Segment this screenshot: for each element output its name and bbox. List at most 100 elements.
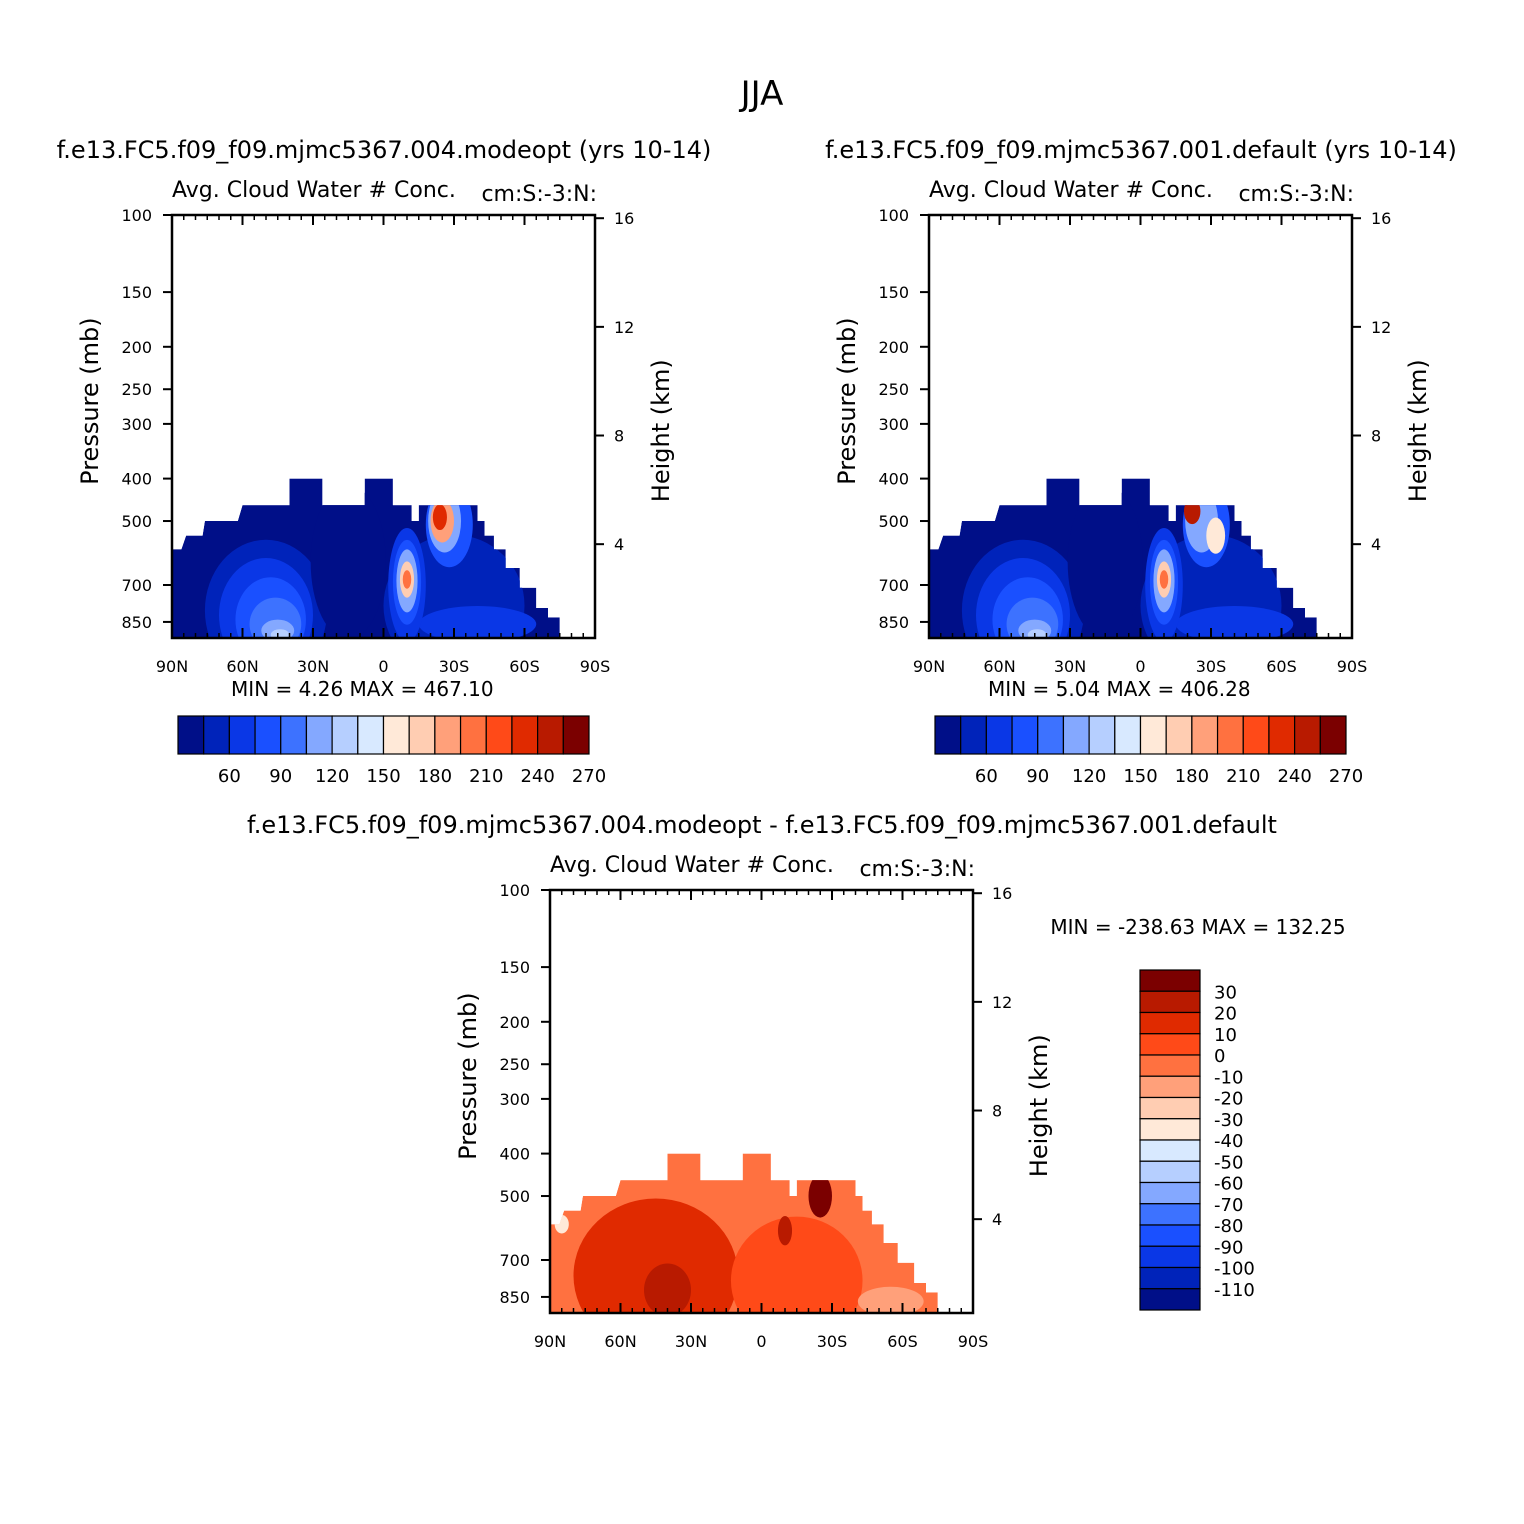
labelbar-label: 240 xyxy=(520,766,554,787)
contour-mark xyxy=(310,484,386,638)
labelbar-swatch xyxy=(1216,715,1244,755)
contour-mark xyxy=(644,1263,691,1313)
height-tick-label: 12 xyxy=(614,318,634,337)
subtitle-left: Avg. Cloud Water # Conc. xyxy=(550,853,834,878)
pressure-tick-label: 100 xyxy=(878,206,909,225)
subtitle-left: Avg. Cloud Water # Conc. xyxy=(929,178,1213,203)
labelbar-label: 60 xyxy=(975,766,998,787)
labelbar-label: 150 xyxy=(1123,766,1157,787)
labelbar-label: 270 xyxy=(1329,766,1363,787)
labelbar-label: 210 xyxy=(469,766,503,787)
contour-mark xyxy=(1183,498,1201,525)
labelbar-swatch xyxy=(382,715,410,755)
lat-tick-label: 90N xyxy=(534,1332,566,1351)
pressure-tick-label: 250 xyxy=(878,380,909,399)
labelbar-swatch xyxy=(357,715,385,755)
pressure-tick-label: 100 xyxy=(499,881,530,900)
y-axis-label: Pressure (mb) xyxy=(833,317,861,484)
pressure-tick-label: 200 xyxy=(499,1013,530,1032)
pressure-tick-label: 850 xyxy=(878,613,909,632)
contour-field xyxy=(550,1153,938,1313)
contour-mark xyxy=(1159,570,1169,589)
pressure-tick-label: 400 xyxy=(878,470,909,489)
labelbar-label: -60 xyxy=(1214,1174,1243,1195)
pressure-tick-label: 700 xyxy=(878,576,909,595)
labelbar-swatch xyxy=(1139,1054,1201,1077)
labelbar-swatch xyxy=(1114,715,1142,755)
labelbar-swatch xyxy=(1139,969,1201,992)
lat-tick-label: 30N xyxy=(1054,657,1086,676)
labelbar-label: -20 xyxy=(1214,1089,1243,1110)
labelbar-label: -80 xyxy=(1214,1216,1243,1237)
lat-tick-label: 90S xyxy=(958,1332,989,1351)
pressure-tick-label: 500 xyxy=(878,512,909,531)
height-tick-label: 4 xyxy=(992,1210,1002,1229)
pressure-tick-label: 500 xyxy=(499,1187,530,1206)
contour-mark xyxy=(808,1174,832,1218)
lat-tick-label: 0 xyxy=(378,657,388,676)
labelbar-swatch xyxy=(1319,715,1347,755)
labelbar-swatch xyxy=(1139,1139,1201,1162)
labelbar-swatch xyxy=(1139,1224,1201,1247)
labelbar-swatch xyxy=(511,715,539,755)
labelbar-label: -10 xyxy=(1214,1067,1243,1088)
y-axis-label: Pressure (mb) xyxy=(76,317,104,484)
height-tick-label: 8 xyxy=(1371,427,1381,446)
pressure-tick-label: 300 xyxy=(121,415,152,434)
min-max-readout: MIN = -238.63 MAX = 132.25 xyxy=(1050,915,1345,939)
height-tick-label: 16 xyxy=(614,209,634,228)
height-tick-label: 8 xyxy=(614,427,624,446)
height-tick-label: 8 xyxy=(992,1102,1002,1121)
labelbar-swatch xyxy=(280,715,308,755)
contour-mark xyxy=(1206,517,1226,554)
lat-tick-label: 60N xyxy=(983,657,1015,676)
labelbar-swatch xyxy=(485,715,513,755)
lat-tick-label: 30N xyxy=(675,1332,707,1351)
labelbar-label: 10 xyxy=(1214,1025,1237,1046)
labelbar-swatch xyxy=(1088,715,1116,755)
labelbar-swatch xyxy=(985,715,1013,755)
subtitle-right: cm:S:-3:N: xyxy=(859,857,975,882)
labelbar-label: -30 xyxy=(1214,1110,1243,1131)
y2-axis-label: Height (km) xyxy=(1404,359,1432,502)
lat-tick-label: 90S xyxy=(1337,657,1368,676)
contour-field xyxy=(172,478,560,638)
labelbar-label: 120 xyxy=(1072,766,1106,787)
panel-default: 100 150 200 250 300 400 500 700 850 16 12 8 4 90N 60N 3… xyxy=(833,178,1432,787)
contour-mark xyxy=(1175,606,1294,638)
labelbar-label: 150 xyxy=(366,766,400,787)
lat-tick-label: 60N xyxy=(226,657,258,676)
pressure-tick-label: 150 xyxy=(499,958,530,977)
panel3-header: f.e13.FC5.f09_f09.mjmc5367.004.modeopt -… xyxy=(247,811,1277,839)
lat-tick-label: 90N xyxy=(156,657,188,676)
labelbar-label: 180 xyxy=(418,766,452,787)
height-tick-label: 4 xyxy=(614,535,624,554)
pressure-tick-label: 200 xyxy=(878,338,909,357)
subtitle-right: cm:S:-3:N: xyxy=(1238,182,1354,207)
labelbar-label: -90 xyxy=(1214,1237,1243,1258)
panel1-header: f.e13.FC5.f09_f09.mjmc5367.004.modeopt (… xyxy=(57,136,712,164)
labelbar-swatch xyxy=(203,715,230,755)
pressure-tick-label: 700 xyxy=(121,576,152,595)
pressure-tick-label: 250 xyxy=(499,1055,530,1074)
labelbar-swatch xyxy=(1139,1203,1201,1226)
labelbar-label: 30 xyxy=(1214,982,1237,1003)
labelbar-swatch xyxy=(177,715,205,755)
pressure-tick-label: 300 xyxy=(499,1090,530,1109)
labelbar-label: -40 xyxy=(1214,1131,1243,1152)
subtitle-left: Avg. Cloud Water # Conc. xyxy=(172,178,456,203)
lat-tick-label: 30S xyxy=(439,657,470,676)
labelbar-swatch xyxy=(1139,990,1201,1014)
pressure-tick-label: 400 xyxy=(121,470,152,489)
pressure-tick-label: 400 xyxy=(499,1145,530,1164)
labelbar-swatch xyxy=(934,715,962,755)
labelbar-swatch xyxy=(1165,715,1193,755)
labelbar-swatch xyxy=(459,715,487,755)
labelbar-label: -100 xyxy=(1214,1259,1255,1280)
height-tick-label: 4 xyxy=(1371,535,1381,554)
labelbar-swatch xyxy=(537,715,564,755)
pressure-tick-label: 150 xyxy=(878,283,909,302)
labelbar-swatch xyxy=(960,715,987,755)
lat-tick-label: 60S xyxy=(1266,657,1297,676)
labelbar-label: 20 xyxy=(1214,1004,1237,1025)
